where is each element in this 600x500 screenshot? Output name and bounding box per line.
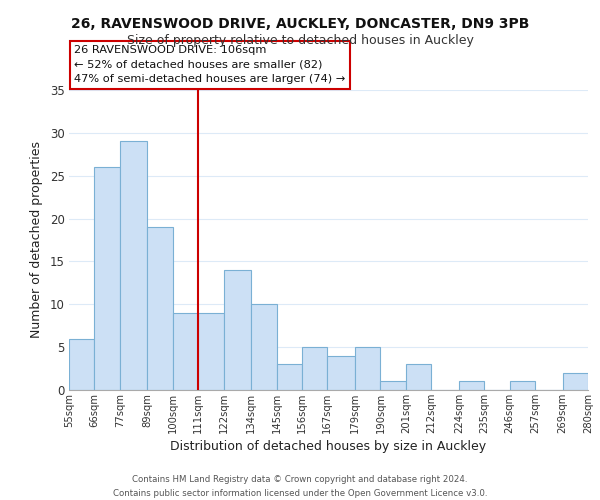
Bar xyxy=(148,227,173,390)
Bar xyxy=(355,347,380,390)
Bar xyxy=(224,270,251,390)
Bar xyxy=(459,382,484,390)
Bar xyxy=(380,382,406,390)
Bar xyxy=(94,167,120,390)
Y-axis label: Number of detached properties: Number of detached properties xyxy=(30,142,43,338)
Bar xyxy=(198,313,224,390)
Bar xyxy=(173,313,198,390)
Bar xyxy=(69,338,94,390)
Bar xyxy=(406,364,431,390)
Bar xyxy=(251,304,277,390)
Text: 26, RAVENSWOOD DRIVE, AUCKLEY, DONCASTER, DN9 3PB: 26, RAVENSWOOD DRIVE, AUCKLEY, DONCASTER… xyxy=(71,18,529,32)
Bar xyxy=(120,142,148,390)
Bar xyxy=(509,382,535,390)
Bar xyxy=(277,364,302,390)
Bar xyxy=(563,373,588,390)
Bar xyxy=(302,347,328,390)
Text: 26 RAVENSWOOD DRIVE: 106sqm
← 52% of detached houses are smaller (82)
47% of sem: 26 RAVENSWOOD DRIVE: 106sqm ← 52% of det… xyxy=(74,45,346,84)
Bar xyxy=(328,356,355,390)
Text: Size of property relative to detached houses in Auckley: Size of property relative to detached ho… xyxy=(127,34,473,47)
X-axis label: Distribution of detached houses by size in Auckley: Distribution of detached houses by size … xyxy=(170,440,487,453)
Text: Contains HM Land Registry data © Crown copyright and database right 2024.
Contai: Contains HM Land Registry data © Crown c… xyxy=(113,476,487,498)
